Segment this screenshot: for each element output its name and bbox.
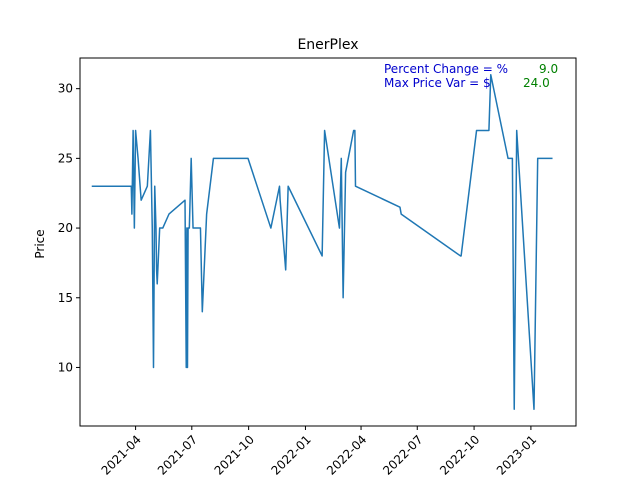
annotations: Percent Change = % 9.0 Max Price Var = $ 24…: [384, 62, 558, 90]
chart-title: EnerPlex: [297, 37, 358, 53]
y-tick-label: 15: [58, 291, 73, 305]
y-axis-label: Price: [33, 229, 47, 258]
annotation-value: 9.0: [539, 62, 558, 76]
plot-area: [91, 73, 553, 411]
annotation-label: Percent Change = %: [384, 62, 508, 76]
plot-frame: [79, 57, 577, 427]
annotation-label: Max Price Var = $: [384, 76, 491, 90]
y-tick-label: 10: [58, 360, 73, 374]
y-tick-label: 30: [58, 82, 73, 96]
y-tick-label: 25: [58, 151, 73, 165]
y-tick-label: 20: [58, 221, 73, 235]
annotation-value: 24.0: [523, 76, 550, 90]
